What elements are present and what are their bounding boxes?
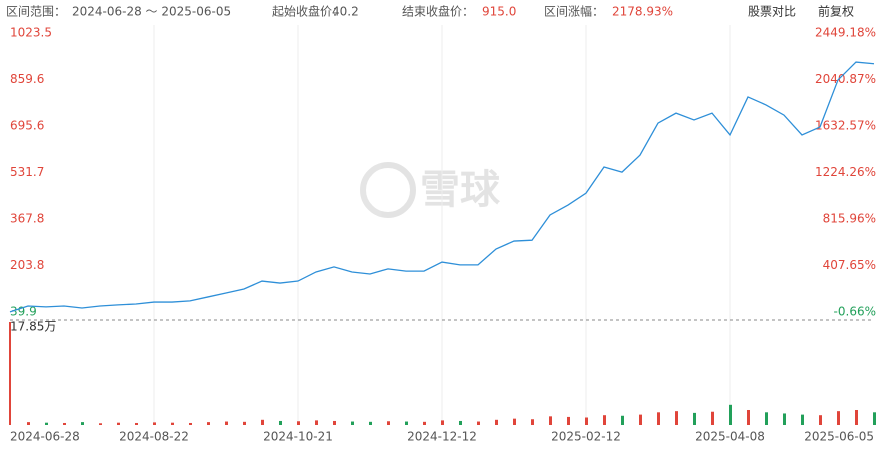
x-tick-label: 2024-06-28 (10, 430, 80, 444)
volume-bar (459, 420, 462, 425)
volume-bar (279, 420, 282, 425)
start: 40.2 (332, 5, 359, 19)
volume-bar (333, 420, 336, 425)
volume-bar (873, 412, 876, 425)
y2-tick-label: 407.65% (823, 258, 876, 272)
volume-bar (729, 404, 732, 425)
volume-bar (207, 422, 210, 425)
volume-bar (747, 409, 750, 425)
y-tick-label: 859.6 (10, 72, 44, 86)
x-tick-label: 2025-04-08 (695, 430, 765, 444)
volume-bar (423, 421, 426, 425)
volume-bar (819, 415, 822, 425)
range-label: 区间范围： (6, 5, 66, 19)
volume-bar (621, 415, 624, 425)
volume-bar (657, 412, 660, 425)
volume-bar (153, 422, 156, 425)
x-tick-label: 2025-06-05 (804, 430, 874, 444)
volume-bar (531, 419, 534, 425)
price-line (9, 61, 875, 313)
volume-bar (27, 422, 30, 425)
y-tick-label: 531.7 (10, 165, 44, 179)
volume-bar (567, 416, 570, 425)
volume-bar (45, 422, 48, 425)
volume-bar (63, 422, 66, 425)
y-tick-label: 1023.5 (10, 26, 52, 40)
volume-bar (9, 322, 11, 425)
range: 2024-06-28 ～ 2025-06-05 (72, 5, 231, 19)
y-tick-label: 367.8 (10, 211, 44, 225)
x-tick-label: 2024-12-12 (407, 430, 477, 444)
volume-bar (135, 422, 138, 425)
volume-bar (495, 419, 498, 425)
volume-bar (837, 411, 840, 425)
x-tick-label: 2024-08-22 (119, 430, 189, 444)
volume-bar (513, 418, 516, 425)
volume-bar (441, 420, 444, 425)
compare-button[interactable]: 股票对比 (748, 5, 796, 19)
start-label: 起始收盘价： (272, 4, 344, 19)
volume-bar (81, 422, 84, 425)
volume-bar (243, 421, 246, 425)
volume-bar (603, 415, 606, 425)
adjust-button[interactable]: 前复权 (818, 4, 854, 19)
volume-bar (639, 414, 642, 425)
volume-bar (801, 414, 804, 425)
volume-bar (117, 422, 120, 425)
end-label: 结束收盘价： (402, 4, 474, 19)
volume-bar (675, 411, 678, 425)
volume-bar (693, 412, 696, 425)
y2-tick-label: 1632.57% (815, 118, 876, 132)
volume-bar (369, 421, 372, 425)
y2-tick-label: 2449.18% (815, 26, 876, 40)
volume-bar (765, 412, 768, 425)
y2-tick-label: -0.66% (834, 305, 876, 319)
volume-bar (387, 421, 390, 425)
y-tick-label: 203.8 (10, 258, 44, 272)
volume-bar (585, 417, 588, 425)
volume-bar (855, 409, 858, 425)
volume-bar (261, 419, 264, 425)
watermark: 雪球 (360, 162, 501, 218)
volume-bar (783, 413, 786, 425)
y2-tick-label: 815.96% (823, 211, 876, 225)
volume-bar (315, 420, 318, 425)
change: 2178.93% (612, 5, 673, 19)
volume-bar (99, 423, 102, 425)
x-tick-label: 2025-02-12 (551, 430, 621, 444)
y-tick-label: 39.9 (10, 305, 37, 319)
y-tick-label: 695.6 (10, 119, 44, 133)
x-tick-label: 2024-10-21 (263, 430, 333, 444)
volume-bar (711, 411, 714, 425)
volume-bar (189, 422, 192, 425)
volume-tick-label: 17.85万 (10, 320, 56, 334)
y2-tick-label: 1224.26% (815, 165, 876, 179)
volume-bar (549, 416, 552, 425)
y2-tick-label: 2040.87% (815, 72, 876, 86)
watermark-text: 雪球 (420, 167, 501, 213)
end: 915.0 (482, 5, 516, 19)
volume-bar (351, 421, 354, 425)
volume-bar (171, 422, 174, 425)
volume-bar (225, 421, 228, 425)
volume-bar (477, 421, 480, 425)
change-label: 区间涨幅： (544, 4, 604, 19)
volume-bar (297, 421, 300, 425)
volume-bar (405, 421, 408, 425)
